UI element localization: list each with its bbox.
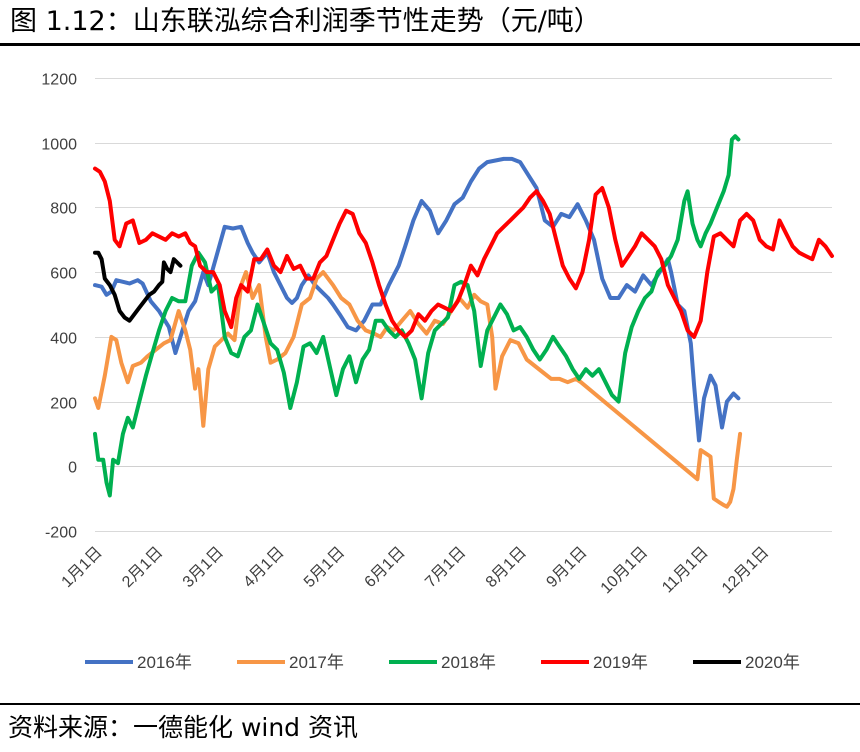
chart-title: 图 1.12：山东联泓综合利润季节性走势（元/吨） [10,6,601,37]
series-line-3 [93,166,834,339]
y-tick-label: 1200 [41,72,77,89]
title-rule [0,43,860,46]
legend-label: 2016年 [137,653,192,672]
legend-label: 2020年 [745,653,800,672]
x-tick-label: 4月1日 [240,544,287,591]
legend-label: 2017年 [289,653,344,672]
source-rule [0,703,860,705]
legend-label: 2019年 [593,653,648,672]
y-tick-label: 200 [50,396,77,413]
y-tick-label: 800 [50,201,77,218]
y-tick-label: 600 [50,266,77,283]
x-tick-label: 2月1日 [119,544,166,591]
x-tick-label: 6月1日 [362,544,409,591]
y-tick-label: 1000 [41,137,77,154]
x-tick-label: 7月1日 [422,544,469,591]
y-axis: 1200 1000 800 600 400 200 0 -200 [41,72,77,542]
series-line-1 [93,270,743,509]
x-tick-label: 1月1日 [59,544,106,591]
legend-label: 2018年 [441,653,496,672]
y-tick-label: -200 [45,525,77,542]
x-tick-label: 9月1日 [543,544,590,591]
seasonal-profit-chart: 1200 1000 800 600 400 200 0 -200 1月1日 2月1日 3月1日 4月… [41,72,834,672]
x-tick-label: 5月1日 [301,544,348,591]
y-tick-label: 0 [68,460,77,477]
x-tick-label: 10月1日 [598,544,652,598]
x-tick-label: 11月1日 [659,544,712,597]
x-axis: 1月1日 2月1日 3月1日 4月1日 5月1日 6月1日 7月1日 8月1日 9月1日 10月1… [59,544,773,598]
series-lines [93,134,834,509]
y-tick-label: 400 [50,331,77,348]
source-note: 资料来源：一德能化 wind 资讯 [8,713,359,742]
legend: 2016年 2017年 2018年 2019年 2020年 [85,653,800,672]
series-line-4 [93,250,183,323]
series-line-0 [93,156,741,443]
x-tick-label: 8月1日 [483,544,530,591]
x-tick-label: 12月1日 [719,544,773,598]
x-tick-label: 3月1日 [180,544,227,591]
series-line-2 [93,134,741,498]
